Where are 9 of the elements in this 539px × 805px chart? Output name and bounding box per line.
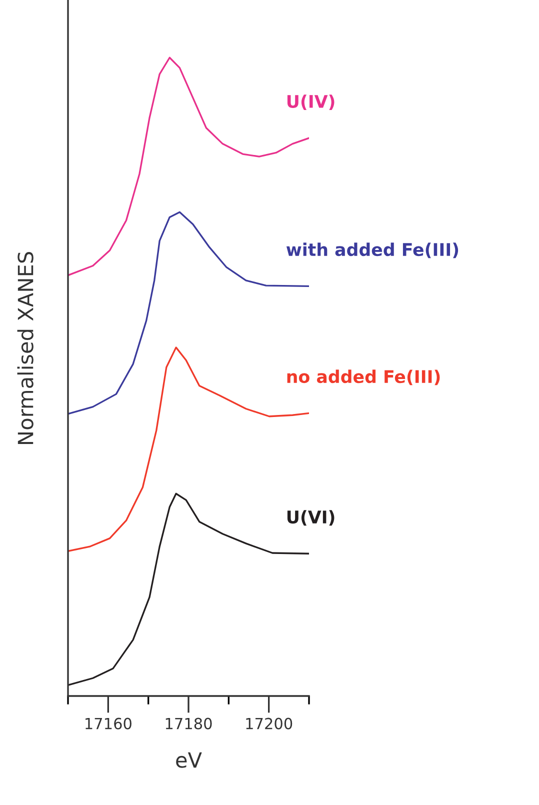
x-tick-label: 17160 [86, 718, 132, 730]
y-axis-title: Normalised XANES [17, 252, 34, 444]
x-tick-label: 17200 [246, 718, 292, 730]
x-axis-title: eV [176, 752, 202, 768]
series-label: U(IV) [287, 94, 334, 110]
x-tick-label: 17180 [166, 718, 212, 730]
series-label: no added Fe(III) [287, 370, 440, 386]
series-label: with added Fe(III) [286, 242, 458, 258]
series-label: U(VI) [287, 510, 334, 526]
